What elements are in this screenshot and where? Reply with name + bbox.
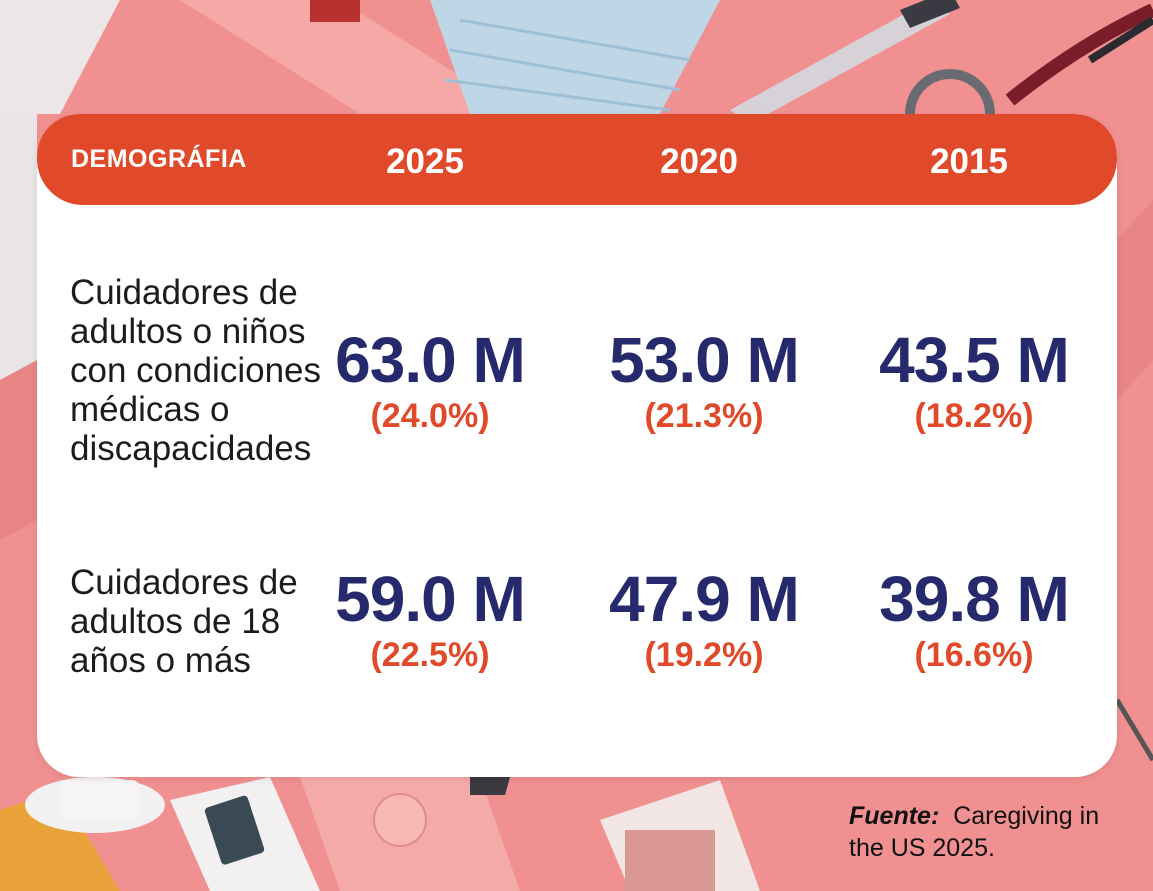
cell-value: 53.0 M: [609, 324, 800, 396]
table-header: DEMOGRÁFIA 2025 2020 2015: [37, 114, 1117, 205]
header-year-2015: 2015: [930, 142, 1008, 181]
cell-percent: (24.0%): [370, 397, 490, 435]
cell-percent: (18.2%): [914, 397, 1034, 435]
cell-value: 39.8 M: [879, 563, 1070, 635]
header-year-2025: 2025: [386, 142, 464, 181]
row-label-adults-18-plus: Cuidadores de adultos de 18 años o más: [70, 563, 298, 680]
cell-value: 63.0 M: [335, 324, 526, 396]
table-cell: 59.0 M (22.5%): [300, 566, 560, 675]
source-label: Fuente:: [849, 802, 940, 830]
header-year-2020: 2020: [660, 142, 738, 181]
data-table-card: DEMOGRÁFIA 2025 2020 2015 Cuidadores de …: [37, 114, 1117, 777]
row-label-medical-conditions: Cuidadores de adultos o niños con condic…: [70, 273, 321, 468]
table-cell: 53.0 M (21.3%): [574, 327, 834, 436]
cell-value: 59.0 M: [335, 563, 526, 635]
cell-percent: (21.3%): [644, 397, 764, 435]
table-cell: 39.8 M (16.6%): [844, 566, 1104, 675]
source-note: Fuente: Caregiving in the US 2025.: [849, 800, 1139, 864]
table-cell: 63.0 M (24.0%): [300, 327, 560, 436]
header-demographic-label: DEMOGRÁFIA: [71, 145, 247, 173]
table-cell: 47.9 M (19.2%): [574, 566, 834, 675]
cell-value: 43.5 M: [879, 324, 1070, 396]
table-cell: 43.5 M (18.2%): [844, 327, 1104, 436]
cell-percent: (16.6%): [914, 636, 1034, 674]
cell-percent: (19.2%): [644, 636, 764, 674]
source-text: Caregiving in the US 2025.: [849, 802, 1100, 862]
cell-percent: (22.5%): [370, 636, 490, 674]
cell-value: 47.9 M: [609, 563, 800, 635]
